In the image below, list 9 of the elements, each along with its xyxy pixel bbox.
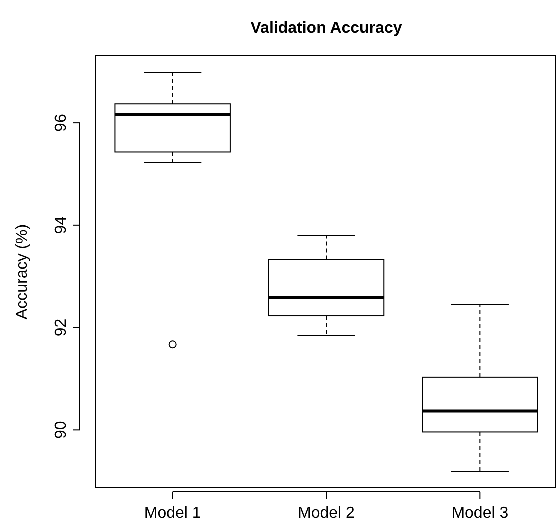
y-tick-label: 94	[53, 216, 70, 234]
y-tick-label: 96	[53, 114, 70, 132]
y-tick-label: 92	[53, 318, 70, 337]
x-tick-label: Model 3	[452, 505, 509, 520]
x-tick-label: Model 1	[144, 505, 202, 520]
y-axis-title: Accuracy (%)	[14, 224, 31, 320]
x-tick-label: Model 2	[298, 505, 356, 520]
y-tick-label: 90	[53, 421, 70, 440]
chart-title: Validation Accuracy	[250, 20, 402, 37]
